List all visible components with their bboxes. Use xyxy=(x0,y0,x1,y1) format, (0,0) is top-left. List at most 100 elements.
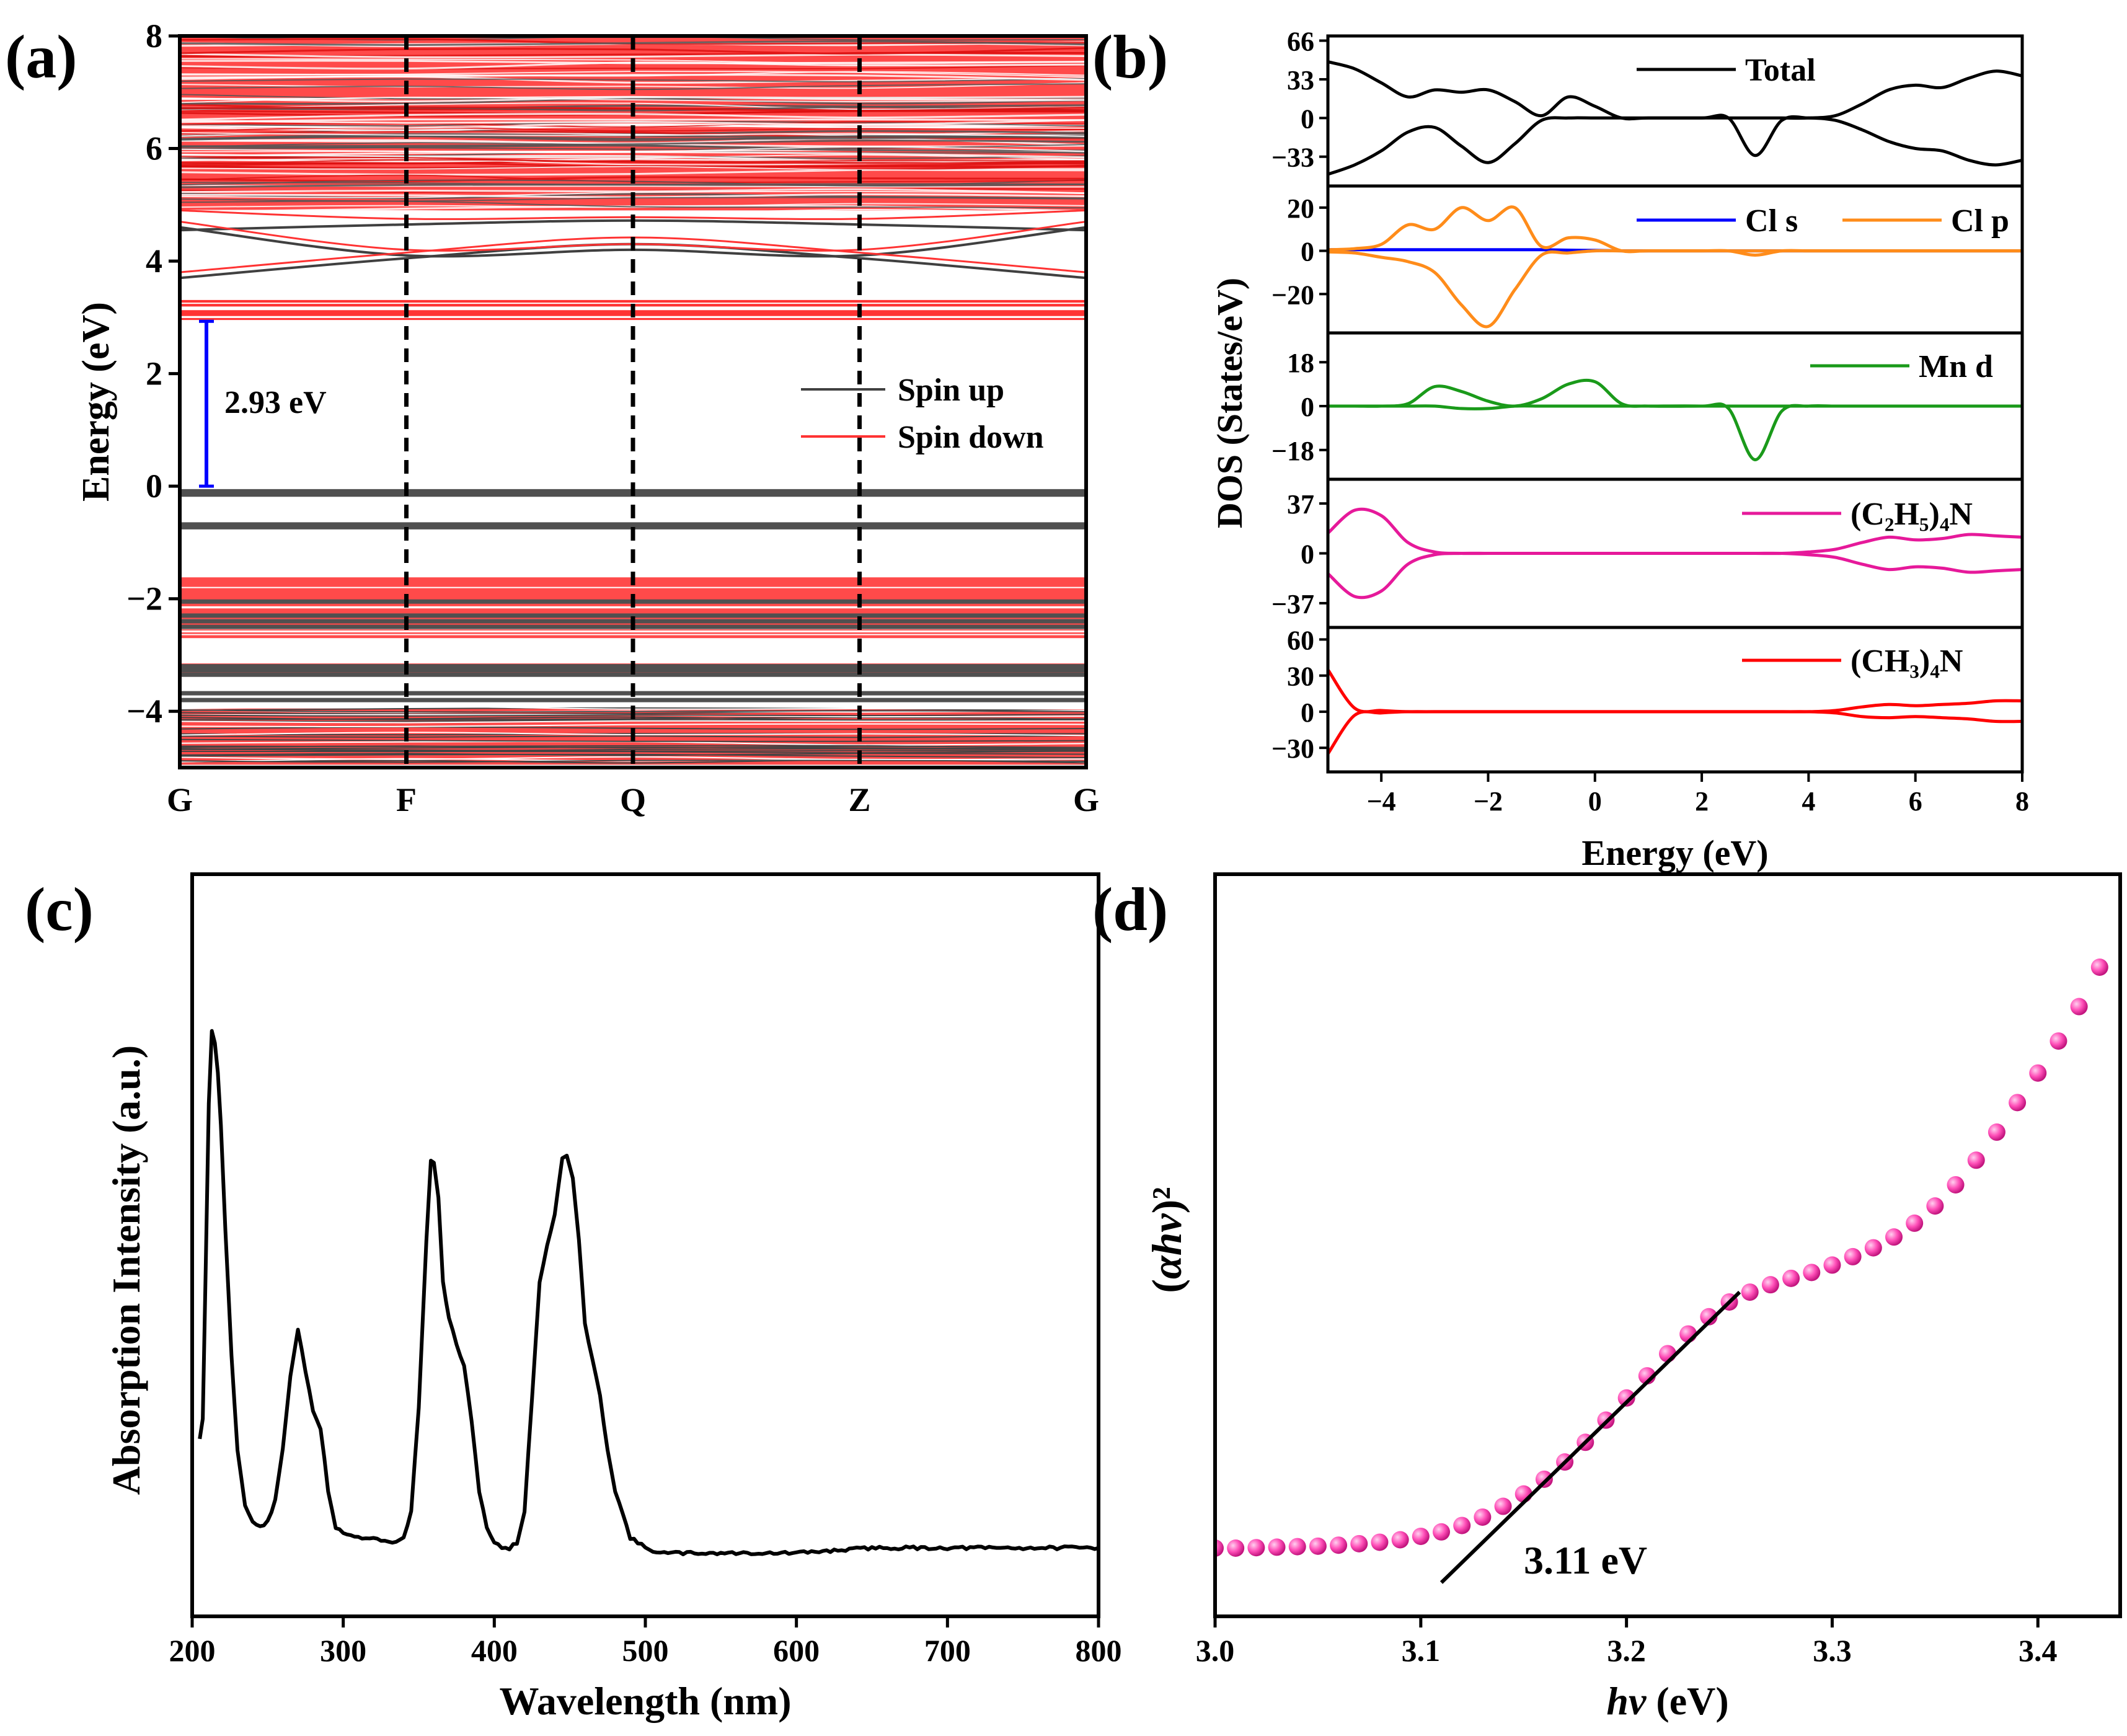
axes-frame xyxy=(1213,872,2122,1618)
legend-label: Total xyxy=(1745,53,1816,88)
data-point xyxy=(1350,1534,1368,1552)
x-tick-label: 2 xyxy=(1695,786,1709,817)
y-tick-label: −18 xyxy=(1271,436,1314,466)
conduction-band-line xyxy=(180,123,1086,129)
dos-frame xyxy=(1326,184,2024,335)
y-tick-label: −2 xyxy=(126,580,162,618)
x-tick-label: 300 xyxy=(320,1633,366,1668)
x-tick-label: 500 xyxy=(622,1633,669,1668)
data-point xyxy=(2009,1094,2027,1112)
data-point xyxy=(1391,1531,1409,1549)
y-tick-label: 18 xyxy=(1287,348,1314,378)
dos-plot-area xyxy=(1328,378,2022,461)
y-tick-label: 0 xyxy=(1301,104,1314,134)
conduction-band-line xyxy=(180,140,1086,148)
kpoint-label: Z xyxy=(848,781,870,818)
conduction-band-line xyxy=(180,97,1086,105)
dos-curve xyxy=(1328,113,2022,176)
y-tick-label: 30 xyxy=(1287,662,1314,692)
data-point xyxy=(1967,1151,1985,1169)
data-point xyxy=(1453,1517,1471,1534)
panel-label: (c) xyxy=(25,875,94,944)
legend-label: Cl s xyxy=(1745,203,1798,239)
dos-subplot: 66 33 0 −33 Total xyxy=(1271,27,2024,188)
panel-d: 3.11 eV 3.0 3.1 3.2 3.3 3.4 hv (eV) (αhv)² (d) xyxy=(1092,872,2122,1723)
data-point xyxy=(1215,1539,1224,1557)
panel-label: (b) xyxy=(1092,22,1168,91)
conduction-band-line xyxy=(180,135,1086,141)
y-tick-label: 33 xyxy=(1287,65,1314,95)
fit-line xyxy=(1439,1290,1741,1584)
dos-plot-area xyxy=(1328,668,2022,755)
panel-label: (a) xyxy=(5,22,77,91)
data-point xyxy=(1782,1269,1800,1287)
data-point xyxy=(1761,1276,1779,1294)
data-point xyxy=(1474,1508,1492,1526)
legend-label: (C₂H₅)₄N xyxy=(1851,497,1973,532)
x-tick-label: 3.3 xyxy=(1813,1633,1852,1668)
y-tick-label: 0 xyxy=(1301,237,1314,267)
dos-curve xyxy=(1328,378,2022,408)
x-axis-title: Energy (eV) xyxy=(1581,833,1768,873)
dos-frame xyxy=(1326,626,2024,774)
x-tick-label: 800 xyxy=(1076,1633,1122,1668)
legend-label: (CH₃)₄N xyxy=(1851,644,1963,679)
y-tick-label: 60 xyxy=(1287,625,1314,655)
x-tick-label: 8 xyxy=(2015,786,2029,817)
dos-frame xyxy=(1326,34,2024,188)
x-tick-label: −2 xyxy=(1474,786,1503,817)
x-axis-title: Wavelength (nm) xyxy=(499,1679,791,1723)
conduction-band-line xyxy=(180,166,1086,172)
x-tick-label: 3.0 xyxy=(1196,1633,1235,1668)
kpoint-label: F xyxy=(396,781,417,818)
valence-band-line xyxy=(180,745,1086,750)
data-point xyxy=(1741,1283,1759,1301)
y-axis-title: (αhv)² xyxy=(1143,1187,1190,1293)
data-point xyxy=(1227,1539,1245,1557)
panel-a: 2.93 eV Spin up Spin down −4 −2 0 2 4 6 8 G F Q Z G Ene… xyxy=(5,17,1099,818)
conduction-band-line xyxy=(180,74,1086,81)
y-axis-title: DOS (States/eV) xyxy=(1209,278,1250,528)
panel-label: (d) xyxy=(1092,875,1168,944)
kpoint-label: G xyxy=(1073,781,1099,818)
data-point xyxy=(1988,1123,2005,1141)
conduction-band-line xyxy=(180,188,1086,195)
legend-label: Spin down xyxy=(898,420,1044,455)
y-tick-label: 0 xyxy=(1301,698,1314,728)
y-tick-label: −33 xyxy=(1271,143,1314,173)
data-point xyxy=(1844,1247,1862,1265)
data-point xyxy=(1268,1538,1286,1556)
kpoint-label: G xyxy=(167,781,193,818)
data-point xyxy=(1906,1214,1924,1232)
data-point xyxy=(1617,1389,1635,1407)
data-point xyxy=(1700,1308,1718,1326)
data-point xyxy=(1926,1197,1944,1215)
conduction-band-line xyxy=(180,78,1086,82)
y-tick-label: 20 xyxy=(1287,193,1314,224)
dos-curve xyxy=(1328,710,2022,755)
x-tick-label: 3.4 xyxy=(2019,1633,2058,1668)
data-point xyxy=(2050,1032,2067,1050)
data-point xyxy=(1864,1239,1882,1257)
data-point xyxy=(1330,1536,1348,1554)
y-tick-label: 0 xyxy=(1301,392,1314,422)
data-point xyxy=(2070,998,2088,1016)
absorption-curve xyxy=(198,1029,1099,1556)
dos-curve xyxy=(1328,205,2022,254)
x-tick-label: 400 xyxy=(471,1633,518,1668)
y-tick-label: −30 xyxy=(1271,733,1314,764)
dos-subplot: 18 0 −18 Mn d xyxy=(1271,331,2024,481)
conduction-band-line xyxy=(180,183,1086,188)
y-tick-label: 66 xyxy=(1287,27,1314,57)
conduction-band-line xyxy=(180,159,1086,166)
data-point xyxy=(1803,1264,1821,1282)
data-point xyxy=(2090,959,2108,976)
dos-subplot: 37 0 −37 (C₂H₅)₄N xyxy=(1271,477,2024,629)
data-point xyxy=(1309,1537,1327,1555)
conduction-band-line xyxy=(180,144,1086,152)
y-tick-label: 8 xyxy=(146,17,162,55)
x-tick-label: −4 xyxy=(1367,786,1396,817)
data-point xyxy=(1371,1533,1389,1551)
data-point xyxy=(1433,1523,1450,1541)
